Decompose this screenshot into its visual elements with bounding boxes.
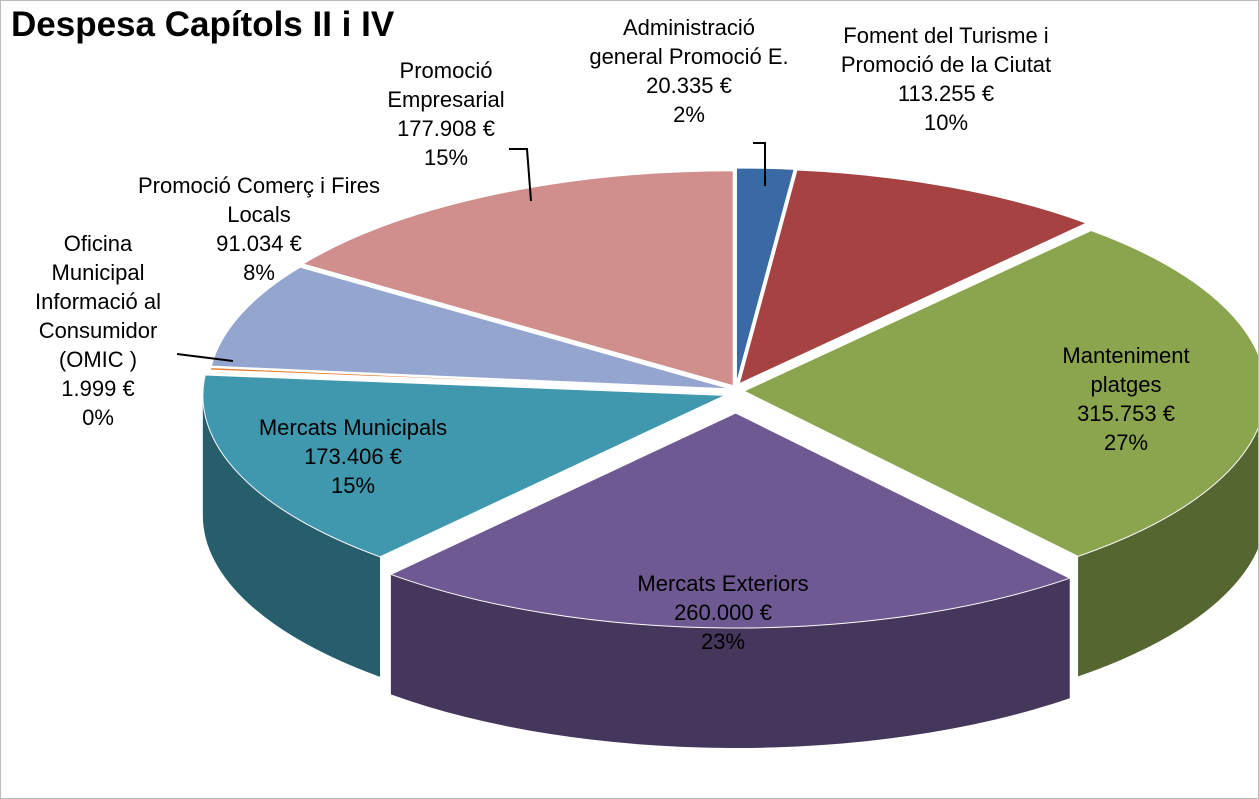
data-label: Promoció Comerç i Fires Locals 91.034 € 8% xyxy=(119,171,399,287)
slice-side xyxy=(1078,428,1258,677)
value-label: 113.255 € xyxy=(897,81,995,106)
data-label: Mercats Municipals 173.406 € 15% xyxy=(213,413,493,500)
percentage-label: 2% xyxy=(673,102,705,127)
category-label: Foment del Turisme i Promoció de la Ciut… xyxy=(840,23,1052,77)
value-label: 173.406 € xyxy=(304,444,402,469)
category-label: Manteniment platges xyxy=(1062,343,1190,397)
data-label: Manteniment platges 315.753 € 27% xyxy=(1036,341,1216,457)
value-label: 1.999 € xyxy=(61,376,135,401)
value-label: 177.908 € xyxy=(397,116,495,141)
data-label: Oficina Municipal Informació al Consumid… xyxy=(23,229,173,432)
leader-line xyxy=(176,353,234,362)
value-label: 20.335 € xyxy=(646,73,732,98)
data-label: Foment del Turisme i Promoció de la Ciut… xyxy=(811,21,1081,137)
percentage-label: 0% xyxy=(82,405,114,430)
percentage-label: 15% xyxy=(330,473,376,498)
percentage-label: 23% xyxy=(700,629,746,654)
data-label: Promoció Empresarial 177.908 € 15% xyxy=(356,56,536,172)
percentage-label: 27% xyxy=(1103,430,1149,455)
slice-side xyxy=(390,574,1070,748)
percentage-label: 10% xyxy=(923,110,969,135)
slice xyxy=(742,230,1258,557)
leader-line xyxy=(509,148,532,202)
category-label: Mercats Exteriors xyxy=(637,571,809,596)
value-label: 260.000 € xyxy=(674,600,772,625)
category-label: Promoció Empresarial xyxy=(387,58,505,112)
slice-side xyxy=(202,395,381,677)
slice xyxy=(389,412,1072,629)
category-label: Oficina Municipal Informació al Consumid… xyxy=(35,231,161,372)
chart-title: Despesa Capítols II i IV xyxy=(11,5,395,44)
data-label: Mercats Exteriors 260.000 € 23% xyxy=(603,569,843,656)
data-label: Administració general Promoció E. 20.335 … xyxy=(589,13,789,129)
value-label: 91.034 € xyxy=(216,231,302,256)
category-label: Promoció Comerç i Fires Locals xyxy=(137,173,381,227)
percentage-label: 8% xyxy=(243,260,275,285)
value-label: 315.753 € xyxy=(1077,401,1175,426)
category-label: Mercats Municipals xyxy=(258,415,448,440)
slice xyxy=(738,169,1088,385)
slice xyxy=(202,374,726,558)
percentage-label: 15% xyxy=(423,145,469,170)
category-label: Administració general Promoció E. xyxy=(589,15,789,69)
leader-line xyxy=(753,142,766,186)
slice xyxy=(209,367,731,391)
slice xyxy=(301,170,734,387)
